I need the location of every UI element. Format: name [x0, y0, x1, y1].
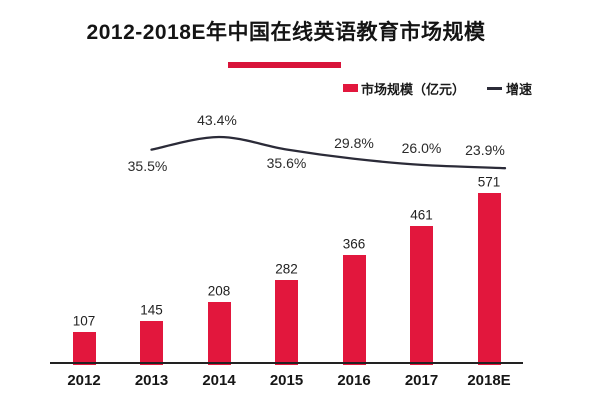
growth-point-label-2014: 43.4% [197, 112, 237, 128]
bar-2017 [410, 226, 433, 365]
x-axis-line [50, 361, 523, 365]
x-axis-label-2017: 2017 [404, 372, 439, 389]
x-axis-label-2014: 2014 [202, 372, 236, 389]
legend-item-growth: 增速 [487, 79, 532, 98]
x-axis-label-2012: 2012 [67, 372, 101, 389]
x-axis-label-2015: 2015 [269, 372, 304, 389]
bar-value-label-2018E: 571 [477, 174, 501, 190]
bar-value-label-2013: 145 [140, 302, 163, 318]
legend-label-growth: 增速 [506, 81, 533, 97]
bar-2015 [275, 279, 298, 365]
bar-2018E [477, 193, 501, 365]
title-underline-accent [228, 62, 341, 68]
bar-value-label-2017: 461 [410, 207, 433, 223]
bar-value-label-2014: 208 [207, 283, 231, 299]
x-axis-label-2013: 2013 [134, 372, 169, 389]
line-series-swatch-icon [487, 86, 503, 90]
x-axis-label-2016: 2016 [337, 372, 371, 389]
bar-value-label-2015: 282 [275, 261, 298, 277]
chart-legend: 市场规模（亿元） 增速 [343, 79, 532, 98]
bar-2012 [72, 332, 96, 365]
bar-series-swatch-icon [343, 84, 358, 92]
bar-value-label-2012: 107 [72, 313, 96, 329]
bar-2016 [342, 254, 366, 365]
bar-2014 [207, 301, 231, 365]
bar-value-label-2016: 366 [342, 236, 366, 252]
legend-item-market-size: 市场规模（亿元） [343, 79, 465, 98]
x-axis-label-2018E: 2018E [467, 372, 511, 389]
bar-2013 [140, 320, 163, 365]
legend-label-market-size: 市场规模（亿元） [361, 81, 466, 97]
chart-title: 2012-2018E年中国在线英语教育市场规模 [86, 21, 486, 44]
